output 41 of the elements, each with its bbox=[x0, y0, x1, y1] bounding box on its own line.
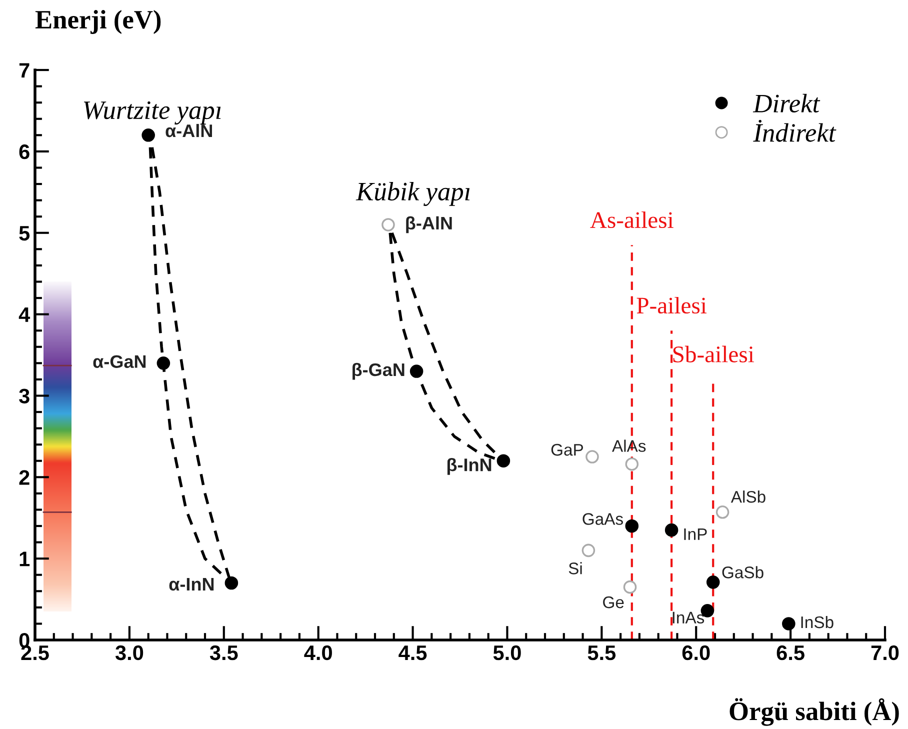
y-tick-label: 4 bbox=[18, 308, 30, 322]
x-tick-label: 7.0 bbox=[871, 645, 899, 660]
x-tick-label: 5.5 bbox=[588, 646, 616, 660]
x-tick-label: 4.5 bbox=[398, 646, 427, 660]
y-tick-label: 3 bbox=[19, 388, 30, 404]
x-tick-label: 2.5 bbox=[21, 645, 49, 660]
annotation: α-InN bbox=[169, 578, 214, 591]
annotation: GaAs bbox=[582, 513, 623, 525]
annotation: Wurtzite yapı bbox=[84, 101, 221, 125]
annotation: Si bbox=[568, 562, 582, 574]
annotation: AlSb bbox=[730, 490, 766, 503]
annotation: β-AlN bbox=[406, 216, 452, 234]
annotation: Ge bbox=[603, 596, 624, 608]
annotation: InSb bbox=[801, 616, 834, 628]
x-tick-label: 5.0 bbox=[493, 645, 521, 660]
annotation: GaP bbox=[551, 444, 584, 456]
annotation: β-GaN bbox=[352, 362, 404, 380]
x-tick-label: 6.5 bbox=[776, 645, 804, 660]
annotation: α-GaN bbox=[93, 355, 146, 368]
legend-label: Direkt bbox=[752, 94, 820, 112]
annotation: Kübik yapı bbox=[356, 182, 470, 206]
annotation: InP bbox=[684, 528, 707, 540]
annotation: α-AlN bbox=[166, 124, 212, 138]
ref-line-label: P-ailesi bbox=[636, 296, 707, 314]
x-tick-label: 3.5 bbox=[210, 645, 238, 660]
y-tick-label: 1 bbox=[20, 552, 30, 566]
ref-line-label: Sb-ailesi bbox=[673, 346, 754, 362]
y-tick-label: 2 bbox=[19, 470, 30, 485]
y-tick-label: 6 bbox=[19, 144, 30, 160]
legend-label: İndirekt bbox=[753, 120, 836, 142]
y-tick-label: 7 bbox=[19, 63, 30, 78]
x-tick-label: 4.0 bbox=[304, 645, 332, 660]
x-tick-label: 6.0 bbox=[682, 645, 710, 660]
x-tick-label: 3.0 bbox=[115, 645, 144, 660]
annotation: InAs bbox=[672, 612, 704, 624]
annotation: GaSb bbox=[722, 566, 764, 578]
x-axis-title: Örgü sabiti (Å) bbox=[730, 698, 899, 726]
y-tick-label: 5 bbox=[19, 226, 30, 241]
y-axis-title: Enerji (eV) bbox=[35, 10, 161, 34]
ref-line-label: As-ailesi bbox=[590, 211, 674, 228]
annotation: β-InN bbox=[447, 458, 492, 475]
